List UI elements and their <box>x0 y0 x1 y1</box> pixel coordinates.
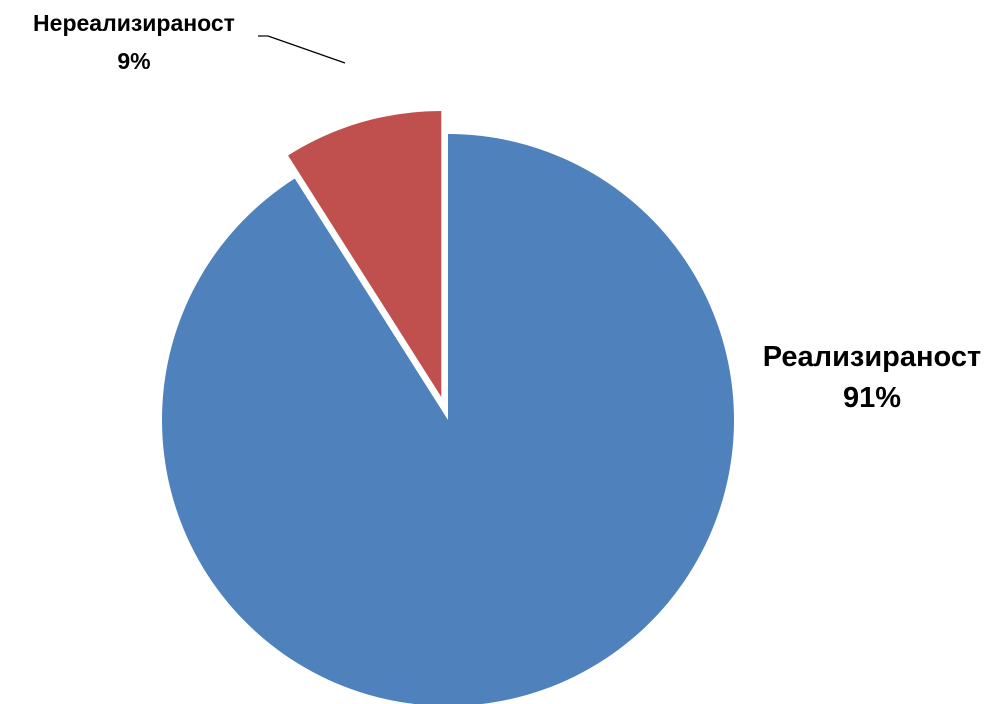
pie-slice-нереализираност <box>288 110 442 397</box>
slice-label-value-realiziranost: 91% <box>843 382 901 414</box>
slice-label-value-nerealiziranost: 9% <box>117 48 150 74</box>
slice-label-name-nerealiziranost: Нереализираност <box>33 10 235 36</box>
slice-label-name-realiziranost: Реализираност <box>763 341 981 373</box>
leader-line <box>267 35 346 64</box>
pie-slices <box>162 110 734 704</box>
pie-slice-реализираност <box>162 134 734 704</box>
